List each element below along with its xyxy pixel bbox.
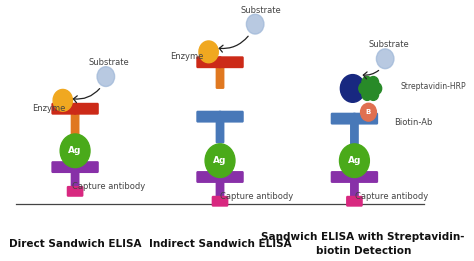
FancyBboxPatch shape: [51, 103, 77, 115]
Text: Ag: Ag: [348, 156, 361, 165]
Text: Sandwich ELISA with Streptavidin-: Sandwich ELISA with Streptavidin-: [262, 232, 465, 242]
FancyBboxPatch shape: [67, 186, 83, 197]
Circle shape: [53, 90, 73, 111]
FancyBboxPatch shape: [331, 171, 356, 183]
FancyBboxPatch shape: [51, 161, 77, 173]
Circle shape: [97, 67, 115, 86]
FancyBboxPatch shape: [218, 171, 244, 183]
FancyBboxPatch shape: [331, 113, 356, 124]
FancyBboxPatch shape: [196, 56, 222, 68]
FancyBboxPatch shape: [218, 111, 244, 123]
Circle shape: [371, 82, 382, 94]
FancyBboxPatch shape: [353, 171, 378, 183]
FancyBboxPatch shape: [346, 196, 363, 207]
FancyBboxPatch shape: [196, 171, 222, 183]
FancyBboxPatch shape: [350, 115, 359, 145]
Circle shape: [368, 88, 379, 100]
FancyBboxPatch shape: [216, 58, 224, 89]
Text: Capture antibody: Capture antibody: [355, 192, 428, 201]
FancyBboxPatch shape: [216, 173, 224, 201]
FancyBboxPatch shape: [218, 56, 244, 68]
Circle shape: [362, 76, 373, 88]
FancyBboxPatch shape: [71, 105, 80, 135]
Text: Ag: Ag: [213, 156, 227, 165]
Text: B: B: [366, 109, 371, 115]
Circle shape: [60, 134, 90, 168]
Circle shape: [359, 82, 369, 94]
Text: Direct Sandwich ELISA: Direct Sandwich ELISA: [9, 239, 141, 249]
Text: Capture antibody: Capture antibody: [72, 182, 145, 191]
FancyBboxPatch shape: [73, 103, 99, 115]
FancyBboxPatch shape: [353, 113, 378, 124]
Circle shape: [340, 75, 365, 102]
Text: Ag: Ag: [68, 146, 82, 155]
Circle shape: [339, 144, 369, 177]
Text: Indirect Sandwich ELISA: Indirect Sandwich ELISA: [149, 239, 292, 249]
Circle shape: [366, 84, 374, 93]
Text: Streptavidin-HRP: Streptavidin-HRP: [400, 82, 466, 91]
Circle shape: [368, 76, 379, 88]
Circle shape: [361, 103, 376, 121]
FancyBboxPatch shape: [71, 163, 80, 191]
Text: Substrate: Substrate: [89, 58, 130, 67]
Text: Substrate: Substrate: [368, 40, 409, 49]
FancyBboxPatch shape: [73, 161, 99, 173]
Circle shape: [376, 49, 394, 69]
Circle shape: [199, 41, 218, 63]
Text: Enzyme: Enzyme: [170, 52, 203, 61]
FancyBboxPatch shape: [350, 173, 359, 201]
FancyBboxPatch shape: [212, 196, 228, 207]
Text: Capture antibody: Capture antibody: [220, 192, 293, 201]
Circle shape: [362, 88, 373, 100]
Text: Biotin-Ab: Biotin-Ab: [394, 118, 432, 127]
FancyBboxPatch shape: [196, 111, 222, 123]
FancyBboxPatch shape: [216, 113, 224, 143]
Circle shape: [205, 144, 235, 177]
Circle shape: [246, 14, 264, 34]
Text: biotin Detection: biotin Detection: [316, 246, 411, 256]
Text: Substrate: Substrate: [240, 6, 281, 15]
Text: Enzyme: Enzyme: [32, 104, 65, 113]
